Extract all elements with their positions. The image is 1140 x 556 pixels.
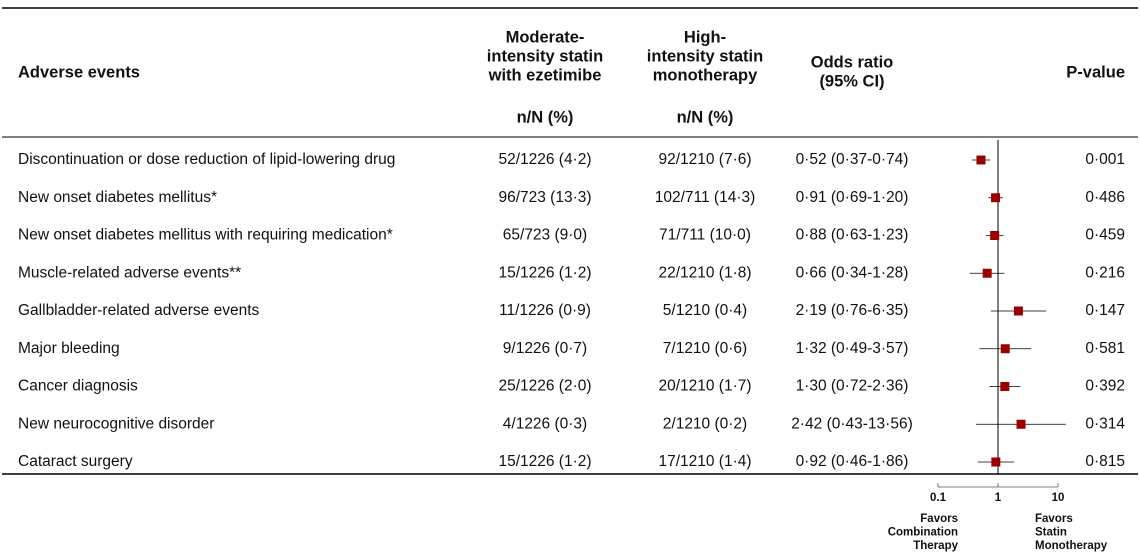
or-label: 2·42 (0·43-13·56)	[791, 415, 912, 432]
or-marker	[991, 193, 1001, 203]
group1-cell: 52/1226 (4·2)	[498, 151, 591, 168]
group2-cell: 5/1210 (0·4)	[663, 302, 747, 319]
or-marker	[991, 457, 1001, 467]
or-marker	[1013, 306, 1023, 316]
p-value: 0·815	[1085, 453, 1125, 470]
favors-left: Combination	[888, 527, 958, 539]
or-marker	[982, 268, 992, 278]
event-label: Cataract surgery	[18, 453, 133, 470]
group1-cell: 4/1226 (0·3)	[503, 415, 587, 432]
column-header: High-	[684, 28, 726, 46]
group1-cell: 25/1226 (2·0)	[498, 378, 591, 395]
group1-cell: 65/723 (9·0)	[503, 227, 587, 244]
or-label: 0·92 (0·46-1·86)	[796, 453, 909, 470]
group2-cell: 102/711 (14·3)	[655, 189, 756, 206]
or-marker	[1000, 344, 1010, 354]
event-label: Major bleeding	[18, 340, 120, 357]
p-value: 0·459	[1085, 227, 1125, 244]
column-header: (95% CI)	[819, 72, 884, 90]
event-label: New onset diabetes mellitus with requiri…	[18, 227, 393, 244]
unit-header: n/N (%)	[517, 108, 574, 126]
column-header: monotherapy	[653, 66, 758, 84]
group2-cell: 2/1210 (0·2)	[663, 415, 747, 432]
x-tick-label: 10	[1052, 492, 1065, 504]
p-value: 0·314	[1085, 415, 1125, 432]
group1-cell: 9/1226 (0·7)	[503, 340, 587, 357]
column-header: intensity statin	[487, 47, 603, 65]
event-label: Cancer diagnosis	[18, 378, 138, 395]
p-value: 0·147	[1085, 302, 1125, 319]
or-marker	[1000, 382, 1010, 391]
favors-right: Statin	[1035, 527, 1067, 539]
favors-left: Therapy	[913, 540, 958, 552]
group2-cell: 17/1210 (1·4)	[658, 453, 751, 470]
column-header: Moderate-	[506, 28, 585, 46]
or-label: 0·88 (0·63-1·23)	[796, 227, 909, 244]
event-label: New onset diabetes mellitus*	[18, 189, 217, 206]
or-marker	[1016, 419, 1026, 429]
group1-cell: 96/723 (13·3)	[498, 189, 591, 206]
event-label: Discontinuation or dose reduction of lip…	[18, 151, 395, 168]
group2-cell: 92/1210 (7·6)	[658, 151, 751, 168]
event-label: Gallbladder-related adverse events	[18, 302, 259, 319]
favors-right: Monotherapy	[1035, 540, 1108, 552]
group2-cell: 22/1210 (1·8)	[658, 264, 751, 281]
or-label: 0·52 (0·37-0·74)	[796, 151, 909, 168]
or-marker	[976, 155, 986, 165]
event-label: New neurocognitive disorder	[18, 415, 214, 432]
event-label: Muscle-related adverse events**	[18, 264, 241, 281]
group1-cell: 11/1226 (0·9)	[499, 302, 591, 319]
group1-cell: 15/1226 (1·2)	[498, 264, 591, 281]
p-value: 0·216	[1085, 264, 1125, 281]
favors-right: Favors	[1035, 513, 1073, 525]
p-value: 0·486	[1085, 189, 1125, 206]
or-label: 1·30 (0·72-2·36)	[796, 378, 909, 395]
group2-cell: 7/1210 (0·6)	[663, 340, 747, 357]
p-value: 0·581	[1085, 340, 1125, 357]
p-value: 0·392	[1085, 378, 1125, 395]
column-header: Odds ratio	[811, 53, 894, 71]
x-tick-label: 1	[995, 492, 1002, 504]
or-label: 2·19 (0·76-6·35)	[796, 302, 909, 319]
group2-cell: 71/711 (10·0)	[659, 227, 751, 244]
event-header: Adverse events	[18, 63, 140, 81]
x-tick-label: 0.1	[930, 492, 947, 504]
p-value: 0·001	[1085, 151, 1125, 168]
or-label: 0·91 (0·69-1·20)	[796, 189, 909, 206]
group1-cell: 15/1226 (1·2)	[498, 453, 591, 470]
p-header: P-value	[1066, 63, 1125, 81]
or-label: 1·32 (0·49-3·57)	[796, 340, 909, 357]
group2-cell: 20/1210 (1·7)	[658, 378, 751, 395]
or-label: 0·66 (0·34-1·28)	[796, 264, 909, 281]
or-marker	[990, 231, 1000, 240]
column-header: intensity statin	[647, 47, 763, 65]
favors-left: Favors	[920, 513, 958, 525]
column-header: with ezetimibe	[488, 66, 602, 84]
unit-header: n/N (%)	[677, 108, 734, 126]
